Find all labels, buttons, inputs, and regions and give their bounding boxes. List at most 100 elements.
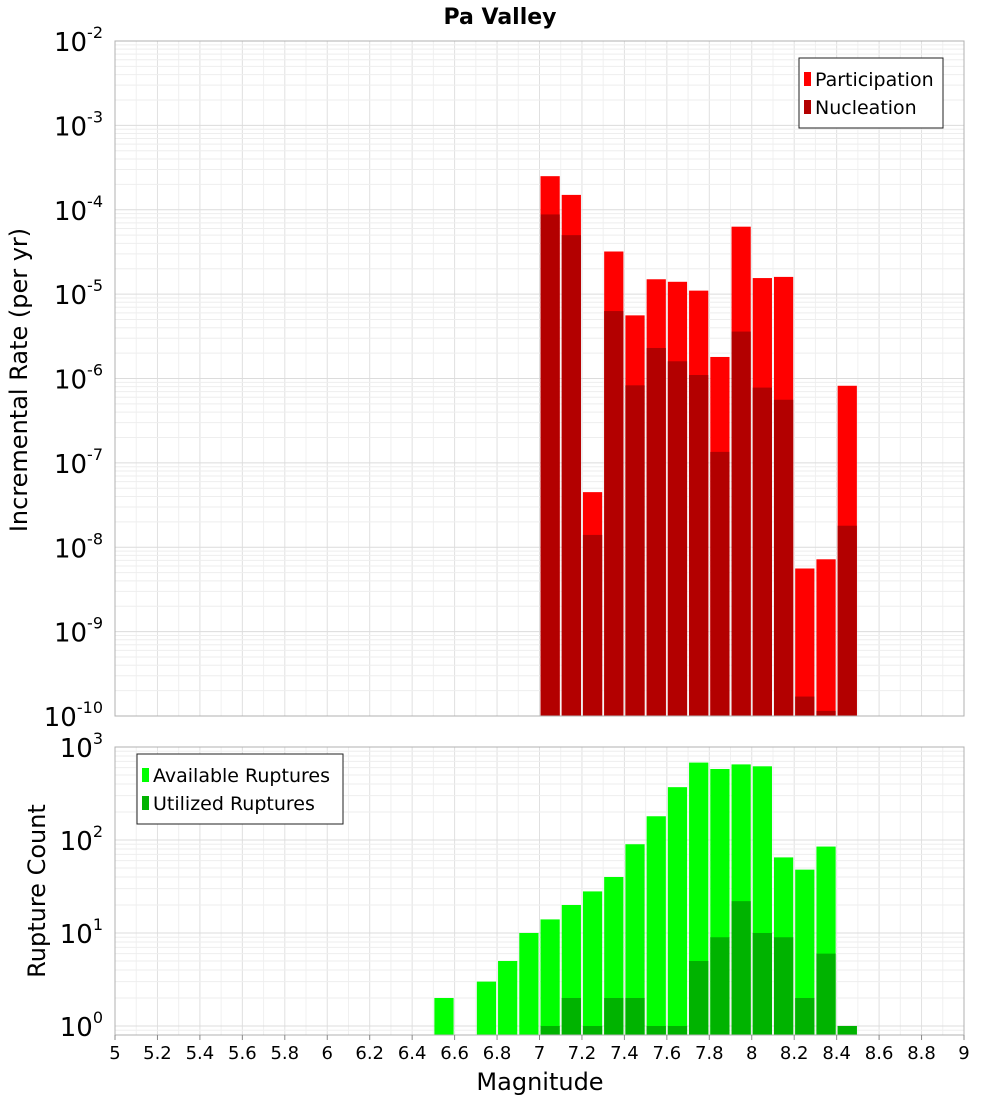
y-tick-label: 10-4: [54, 192, 103, 227]
y-tick-label: 10-10: [44, 698, 103, 733]
utilized-ruptures-bar: [816, 953, 836, 1035]
legend-swatch: [142, 768, 149, 782]
top-panel: 10-10 10-9 10-8 10-7 10-6 10-5 10-4 10-3 10-2 In…: [5, 23, 965, 733]
nucleation-bar: [689, 375, 709, 716]
top-y-axis-label: Incremental Rate (per yr): [5, 228, 33, 532]
top-legend-box: [798, 57, 944, 129]
x-tick-label: 6.8: [483, 1043, 512, 1064]
y-tick-label: 10-3: [54, 107, 103, 142]
x-tick-label: 8.8: [907, 1043, 936, 1064]
y-tick-label: 10-2: [54, 23, 103, 58]
bottom-y-ticks: 100 101 102 103: [60, 729, 103, 1043]
top-y-ticks: 10-10 10-9 10-8 10-7 10-6 10-5 10-4 10-3 10-2: [44, 23, 103, 733]
x-tick-label: 7.8: [695, 1043, 724, 1064]
top-gridlines: [114, 41, 965, 717]
x-tick-label: 5.4: [186, 1043, 215, 1064]
available-ruptures-bar: [476, 981, 497, 1035]
y-tick-label: 103: [60, 729, 103, 764]
nucleation-bar: [604, 311, 624, 716]
participation-bar: [816, 559, 836, 716]
bottom-bars: [434, 762, 857, 1035]
utilized-ruptures-bar: [710, 937, 730, 1035]
available-ruptures-bar: [498, 960, 518, 1035]
nucleation-bar: [773, 399, 794, 716]
legend-swatch: [804, 72, 811, 86]
y-tick-label: 10-6: [54, 361, 103, 396]
x-tick-label: 6.4: [398, 1043, 427, 1064]
nucleation-bar: [646, 347, 666, 716]
utilized-ruptures-bar: [625, 997, 645, 1035]
x-tick-label: 7.2: [568, 1043, 597, 1064]
nucleation-bar: [625, 385, 645, 716]
y-tick-label: 101: [60, 915, 103, 950]
x-tick-label: 5.2: [143, 1043, 172, 1064]
nucleation-bar: [667, 361, 688, 716]
nucleation-bar: [710, 451, 730, 716]
y-tick-label: 10-9: [54, 614, 103, 649]
nucleation-bar: [837, 525, 857, 716]
utilized-ruptures-bar: [561, 997, 581, 1035]
available-ruptures-bar: [540, 919, 560, 1035]
nucleation-bar: [731, 331, 751, 716]
legend-label: Nucleation: [815, 97, 917, 119]
participation-bar: [795, 568, 815, 716]
y-tick-label: 10-7: [54, 445, 103, 480]
available-ruptures-bar: [646, 816, 666, 1035]
nucleation-bar: [816, 710, 836, 716]
x-tick-label: 5.8: [270, 1043, 299, 1064]
nucleation-bar: [752, 387, 772, 716]
x-tick-label: 7.6: [653, 1043, 682, 1064]
utilized-ruptures-bar: [604, 997, 624, 1035]
top-bars: [540, 176, 857, 717]
available-ruptures-bar: [625, 844, 645, 1035]
available-ruptures-bar: [582, 891, 603, 1035]
nucleation-bar: [561, 235, 581, 716]
chart-title: Pa Valley: [443, 5, 556, 30]
available-ruptures-bar: [795, 869, 815, 1035]
x-tick-label: 6: [322, 1043, 333, 1064]
x-tick-label: 9: [958, 1043, 969, 1064]
bottom-legend-box: [136, 753, 344, 825]
utilized-ruptures-bar: [689, 960, 709, 1035]
x-axis-label: Magnitude: [476, 1068, 603, 1096]
legend-label: Participation: [815, 69, 934, 91]
x-tick-label: 5: [109, 1043, 120, 1064]
x-tick-label: 6.6: [440, 1043, 469, 1064]
legend-swatch: [804, 100, 811, 114]
bottom-panel: 100 101 102 103 5 5.2 5.4 5.6 5.8 6 6.2 6.4 6.6 6.8 7…: [23, 729, 970, 1096]
available-ruptures-bar: [519, 932, 539, 1035]
utilized-ruptures-bar: [667, 1025, 688, 1035]
bottom-y-axis-label: Rupture Count: [23, 804, 51, 978]
utilized-ruptures-bar: [731, 901, 751, 1035]
available-ruptures-bar: [604, 877, 624, 1035]
bottom-legend: Available Ruptures Utilized Ruptures: [136, 753, 344, 825]
x-ticks: 5 5.2 5.4 5.6 5.8 6 6.2 6.4 6.6 6.8 7 7.2 7.4 7.6 7.8 8…: [109, 1035, 970, 1064]
utilized-ruptures-bar: [582, 1025, 603, 1035]
x-tick-label: 7: [534, 1043, 545, 1064]
available-ruptures-bar: [434, 997, 454, 1035]
legend-label: Available Ruptures: [153, 765, 330, 787]
nucleation-bar: [540, 214, 560, 717]
legend-label: Utilized Ruptures: [153, 793, 315, 815]
nucleation-bar: [582, 534, 603, 716]
utilized-ruptures-bar: [646, 1025, 666, 1035]
x-tick-label: 8.2: [780, 1043, 809, 1064]
utilized-ruptures-bar: [837, 1025, 857, 1035]
x-tick-label: 5.6: [228, 1043, 257, 1064]
x-tick-label: 7.4: [610, 1043, 639, 1064]
x-tick-label: 8.4: [822, 1043, 851, 1064]
y-tick-label: 102: [60, 822, 103, 857]
x-tick-label: 8.6: [865, 1043, 894, 1064]
legend-swatch: [142, 796, 149, 810]
y-tick-label: 10-5: [54, 276, 103, 311]
utilized-ruptures-bar: [752, 932, 772, 1035]
available-ruptures-bar: [667, 787, 688, 1035]
nucleation-bar: [795, 696, 815, 716]
top-legend: Participation Nucleation: [798, 57, 944, 129]
x-tick-label: 6.2: [355, 1043, 384, 1064]
y-tick-label: 10-8: [54, 529, 103, 564]
utilized-ruptures-bar: [795, 997, 815, 1035]
top-plot-frame: [114, 40, 965, 717]
utilized-ruptures-bar: [540, 1025, 560, 1035]
